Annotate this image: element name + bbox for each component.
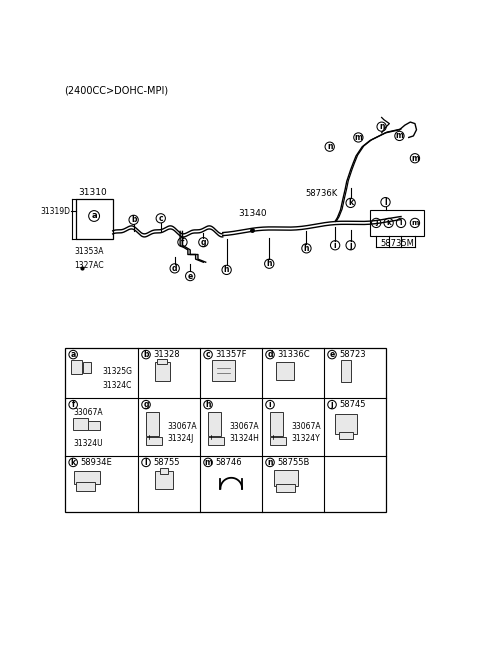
FancyBboxPatch shape — [75, 199, 113, 239]
FancyBboxPatch shape — [270, 412, 283, 436]
Text: 58745: 58745 — [339, 400, 365, 409]
FancyBboxPatch shape — [157, 359, 168, 364]
FancyBboxPatch shape — [71, 361, 83, 374]
Text: f: f — [72, 400, 75, 409]
Text: (2400CC>DOHC-MPI): (2400CC>DOHC-MPI) — [64, 85, 168, 95]
Text: m: m — [411, 220, 419, 226]
Text: g: g — [143, 400, 149, 409]
FancyBboxPatch shape — [155, 471, 173, 489]
Text: a: a — [71, 350, 76, 359]
FancyBboxPatch shape — [76, 482, 95, 490]
Text: n: n — [267, 458, 273, 467]
FancyBboxPatch shape — [73, 418, 87, 430]
Text: l: l — [384, 197, 387, 206]
Text: j: j — [331, 400, 333, 409]
Text: 58736K: 58736K — [306, 189, 338, 198]
Text: 31310: 31310 — [78, 188, 107, 197]
Text: 58723: 58723 — [339, 350, 366, 359]
Text: 31328: 31328 — [153, 350, 180, 359]
FancyBboxPatch shape — [370, 210, 424, 236]
Text: 31324J: 31324J — [168, 434, 194, 443]
Text: b: b — [143, 350, 149, 359]
FancyBboxPatch shape — [159, 468, 168, 473]
FancyBboxPatch shape — [208, 437, 224, 445]
Text: 33067A: 33067A — [168, 422, 197, 431]
Text: 58934E: 58934E — [80, 458, 112, 467]
Text: k: k — [71, 458, 76, 467]
Text: 58746: 58746 — [215, 458, 241, 467]
Text: 31324Y: 31324Y — [292, 434, 321, 443]
Text: n: n — [327, 142, 333, 151]
Text: 31336C: 31336C — [277, 350, 310, 359]
Text: h: h — [304, 244, 309, 253]
Text: e: e — [329, 350, 335, 359]
FancyBboxPatch shape — [276, 362, 294, 380]
Text: 31353A: 31353A — [74, 247, 104, 256]
Text: g: g — [201, 237, 206, 246]
Text: m: m — [396, 132, 403, 141]
Text: 31324H: 31324H — [230, 434, 260, 443]
Text: 33067A: 33067A — [292, 422, 321, 431]
FancyBboxPatch shape — [65, 348, 386, 511]
Text: j: j — [375, 220, 377, 226]
Text: i: i — [269, 400, 271, 409]
FancyBboxPatch shape — [145, 412, 159, 436]
Text: 58755: 58755 — [153, 458, 180, 467]
Text: e: e — [188, 272, 193, 281]
FancyBboxPatch shape — [208, 412, 221, 436]
FancyBboxPatch shape — [341, 360, 351, 382]
Text: l: l — [400, 220, 402, 226]
FancyBboxPatch shape — [270, 437, 286, 445]
FancyBboxPatch shape — [276, 484, 295, 492]
Text: 31340: 31340 — [238, 210, 266, 218]
Text: 58735M: 58735M — [380, 239, 414, 248]
Text: d: d — [267, 350, 273, 359]
Text: k: k — [386, 220, 391, 226]
FancyBboxPatch shape — [274, 470, 298, 486]
Text: i: i — [334, 241, 336, 250]
Text: 58755B: 58755B — [277, 458, 310, 467]
Text: f: f — [181, 237, 184, 246]
FancyBboxPatch shape — [145, 437, 162, 445]
FancyBboxPatch shape — [155, 362, 169, 381]
Text: l: l — [144, 458, 147, 467]
Text: h: h — [205, 400, 211, 409]
Text: b: b — [131, 215, 136, 224]
Text: m: m — [411, 154, 419, 163]
Text: h: h — [224, 265, 229, 274]
Text: d: d — [172, 264, 178, 273]
Text: h: h — [266, 259, 272, 268]
FancyBboxPatch shape — [88, 421, 100, 430]
Text: j: j — [349, 241, 352, 250]
FancyBboxPatch shape — [74, 471, 100, 484]
Text: 33067A: 33067A — [230, 422, 259, 431]
FancyBboxPatch shape — [335, 413, 357, 434]
Text: m: m — [354, 133, 362, 142]
FancyBboxPatch shape — [339, 432, 353, 439]
Text: n: n — [379, 122, 384, 131]
Text: c: c — [206, 350, 210, 359]
Text: 31324U: 31324U — [73, 439, 103, 448]
Text: 31319D: 31319D — [41, 207, 71, 216]
Text: k: k — [348, 199, 353, 208]
FancyBboxPatch shape — [212, 361, 235, 381]
Text: 31357F: 31357F — [215, 350, 247, 359]
Text: a: a — [91, 212, 97, 221]
Text: m: m — [204, 458, 212, 467]
Text: 31325G: 31325G — [103, 367, 132, 376]
FancyBboxPatch shape — [83, 362, 91, 373]
Text: 1327AC: 1327AC — [74, 261, 104, 270]
Text: 31324C: 31324C — [103, 381, 132, 390]
Text: c: c — [158, 213, 163, 223]
Text: 33067A: 33067A — [73, 408, 103, 417]
